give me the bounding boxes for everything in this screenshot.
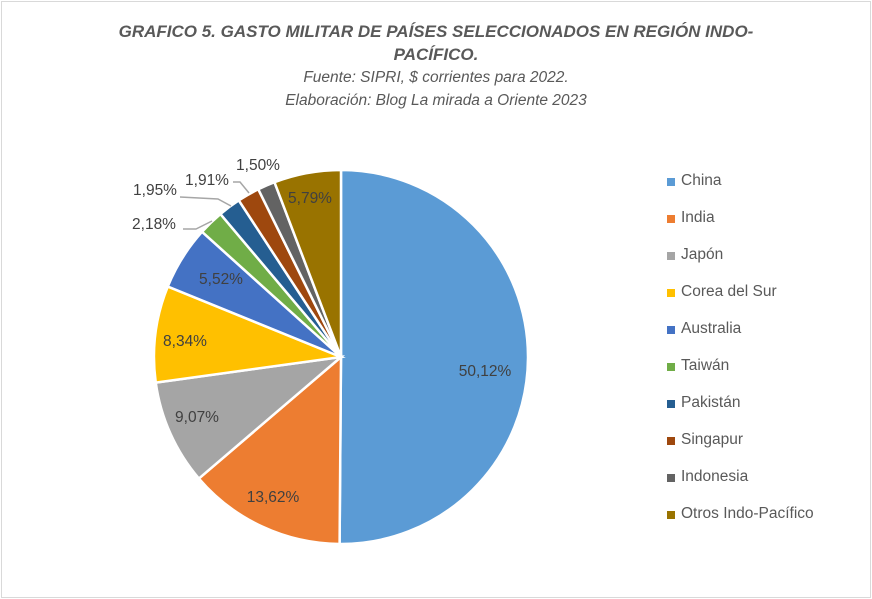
legend-label: Taiwán: [681, 357, 730, 374]
data-label: 9,07%: [175, 409, 219, 426]
legend-swatch: [667, 178, 675, 186]
legend-label: Japón: [681, 246, 724, 263]
leader-line: [179, 196, 232, 207]
legend-swatch: [667, 289, 675, 297]
legend: China India Japón Corea del Sur Australia Tai…: [667, 172, 814, 542]
data-label: 50,12%: [459, 363, 512, 380]
legend-item: Australia: [667, 320, 814, 357]
data-label: 1,50%: [236, 157, 280, 174]
pie-slice-otros-indo-pac-fico: [272, 168, 343, 358]
legend-swatch: [667, 363, 675, 371]
legend-label: Pakistán: [681, 394, 741, 411]
legend-item: China: [667, 172, 814, 209]
legend-swatch: [667, 326, 675, 334]
data-label: 5,52%: [199, 271, 243, 288]
data-label: 8,34%: [163, 333, 207, 350]
legend-label: India: [681, 209, 715, 226]
data-label: 5,79%: [288, 190, 332, 207]
legend-swatch: [667, 437, 675, 445]
legend-swatch: [667, 215, 675, 223]
legend-label: Singapur: [681, 431, 744, 448]
legend-label: Indonesia: [681, 468, 749, 485]
data-label: 1,91%: [185, 172, 229, 189]
legend-swatch: [667, 400, 675, 408]
legend-swatch: [667, 474, 675, 482]
pie-slice-china: [338, 168, 530, 546]
pie-slice-india: [197, 354, 343, 546]
legend-label: Corea del Sur: [681, 283, 777, 300]
chart-title-line-1: GRAFICO 5. GASTO MILITAR DE PAÍSES SELEC…: [118, 22, 754, 41]
pie-slice-jap-n: [154, 355, 346, 481]
legend-item: Pakistán: [667, 394, 814, 431]
legend-item: India: [667, 209, 814, 246]
legend-label: Otros Indo-Pacífico: [681, 505, 814, 522]
legend-label: Australia: [681, 320, 742, 337]
legend-item: Singapur: [667, 431, 814, 468]
chart-subtitle-credit: Elaboración: Blog La mirada a Oriente 20…: [285, 92, 587, 109]
legend-label: China: [681, 172, 722, 189]
data-label: 13,62%: [247, 489, 300, 506]
legend-item: Taiwán: [667, 357, 814, 394]
leader-line: [233, 181, 250, 194]
pie-slice-corea-del-sur: [152, 284, 346, 385]
legend-item: Corea del Sur: [667, 283, 814, 320]
legend-swatch: [667, 511, 675, 519]
leader-line: [183, 220, 213, 230]
legend-item: Indonesia: [667, 468, 814, 505]
legend-item: Japón: [667, 246, 814, 283]
data-label: 2,18%: [132, 216, 176, 233]
chart-subtitle-source: Fuente: SIPRI, $ corrientes para 2022.: [303, 69, 569, 86]
data-label: 1,95%: [133, 182, 177, 199]
legend-item: Otros Indo-Pacífico: [667, 505, 814, 542]
chart-title-line-2: PACÍFICO.: [393, 45, 479, 64]
legend-swatch: [667, 252, 675, 260]
